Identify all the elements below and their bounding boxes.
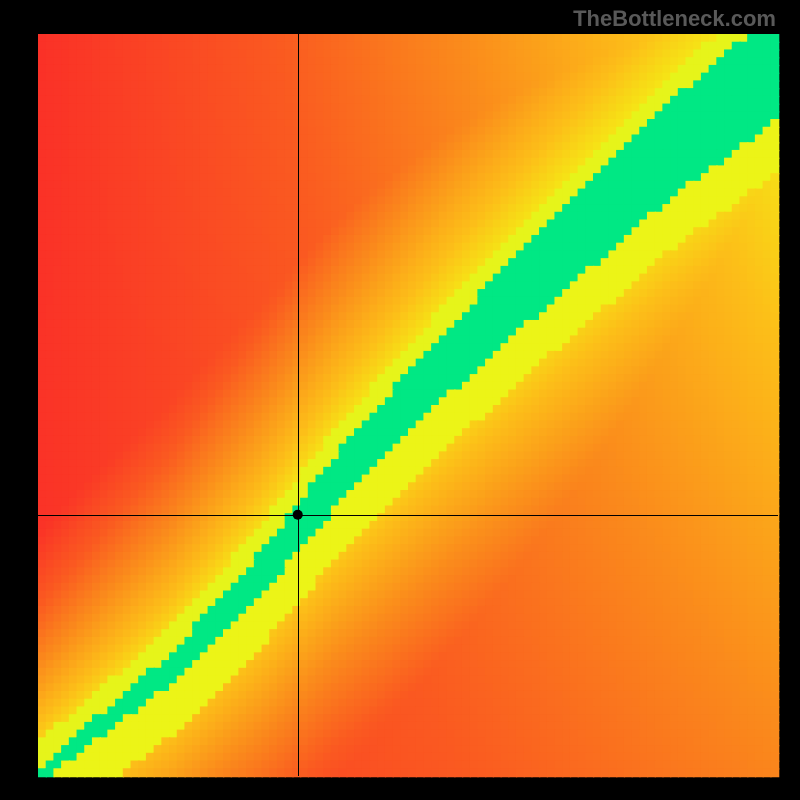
chart-container: TheBottleneck.com bbox=[0, 0, 800, 800]
attribution-text: TheBottleneck.com bbox=[573, 6, 776, 32]
bottleneck-heatmap bbox=[0, 0, 800, 800]
